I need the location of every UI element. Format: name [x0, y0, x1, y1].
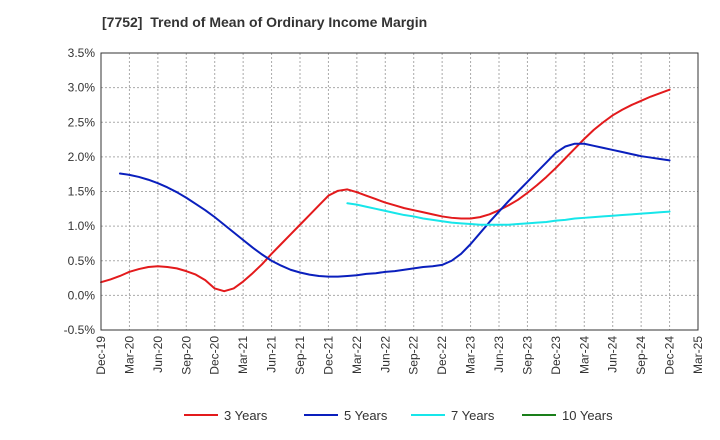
legend-label-7-years: 7 Years — [451, 408, 495, 423]
series-line-7-years — [346, 202, 671, 226]
x-tick-label: Jun-22 — [378, 336, 392, 373]
y-tick-label: 2.0% — [68, 150, 96, 164]
y-tick-label: 0.5% — [68, 254, 96, 268]
x-tick-label: Jun-21 — [265, 336, 279, 373]
plot-area-border — [100, 52, 699, 331]
x-tick-label: Dec-21 — [321, 336, 335, 375]
legend: 3 Years 5 Years 7 Years 10 Years — [184, 408, 613, 423]
y-tick-label: 1.5% — [68, 185, 96, 199]
series-line-3-years — [100, 88, 671, 293]
series-line-5-years — [118, 142, 671, 278]
x-tick-label: Dec-20 — [208, 336, 222, 375]
x-tick-label: Dec-22 — [435, 336, 449, 375]
y-tick-label: -0.5% — [64, 323, 96, 337]
x-tick-label: Sep-24 — [634, 336, 648, 375]
chart-title: [7752] Trend of Mean of Ordinary Income … — [102, 14, 428, 30]
axis-tick-labels: Dec-19 Mar-20 Jun-20 Sep-20 Dec-20 Mar-21 Jun-… — [64, 46, 705, 375]
y-tick-label: 0.0% — [68, 288, 96, 302]
y-tick-label: 1.0% — [68, 219, 96, 233]
x-tick-label: Mar-22 — [350, 336, 364, 374]
x-tick-label: Mar-20 — [122, 336, 136, 374]
x-tick-label: Jun-24 — [606, 336, 620, 373]
x-tick-label: Dec-24 — [663, 336, 677, 375]
x-tick-label: Mar-23 — [464, 336, 478, 374]
series-lines — [100, 88, 671, 293]
x-tick-label: Mar-21 — [236, 336, 250, 374]
x-tick-label: Jun-23 — [492, 336, 506, 373]
x-tick-label: Sep-20 — [179, 336, 193, 375]
x-tick-label: Dec-19 — [94, 336, 108, 375]
x-tick-label: Mar-25 — [691, 336, 705, 374]
x-tick-label: Sep-22 — [407, 336, 421, 375]
x-tick-label: Sep-21 — [293, 336, 307, 375]
y-tick-label: 3.5% — [68, 46, 96, 60]
x-tick-label: Sep-23 — [520, 336, 534, 375]
y-tick-label: 3.0% — [68, 81, 96, 95]
legend-label-10-years: 10 Years — [562, 408, 613, 423]
x-tick-label: Mar-24 — [577, 336, 591, 374]
y-tick-label: 2.5% — [68, 115, 96, 129]
legend-label-3-years: 3 Years — [224, 408, 268, 423]
x-tick-label: Dec-23 — [549, 336, 563, 375]
legend-label-5-years: 5 Years — [344, 408, 388, 423]
x-tick-label: Jun-20 — [151, 336, 165, 373]
